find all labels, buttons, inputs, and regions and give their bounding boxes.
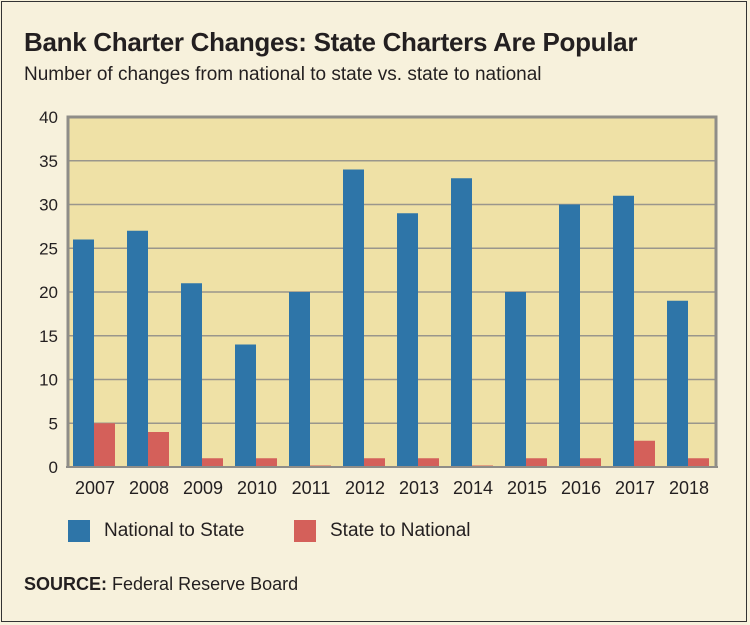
bar-state-to-national-2012 (364, 458, 385, 467)
bar-national-to-state-2011 (289, 292, 310, 467)
legend-swatch-national-to-state (68, 520, 90, 542)
bar-national-to-state-2016 (559, 204, 580, 467)
bar-state-to-national-2009 (202, 458, 223, 467)
legend-swatch-state-to-national (294, 520, 316, 542)
bar-state-to-national-2017 (634, 440, 655, 467)
x-tick-label: 2016 (561, 478, 601, 498)
x-tick-label: 2018 (669, 478, 709, 498)
bar-national-to-state-2018 (667, 300, 688, 467)
x-tick-label: 2008 (129, 478, 169, 498)
y-tick-label: 40 (39, 108, 58, 127)
y-tick-label: 20 (39, 283, 58, 302)
bar-national-to-state-2007 (73, 239, 94, 467)
x-tick-label: 2012 (345, 478, 385, 498)
chart-subtitle: Number of changes from national to state… (24, 64, 542, 85)
legend-label: National to State (104, 520, 245, 541)
x-tick-label: 2009 (183, 478, 223, 498)
x-tick-label: 2017 (615, 478, 655, 498)
plot-border (66, 115, 718, 467)
x-tick-label: 2015 (507, 478, 547, 498)
y-tick-label: 30 (39, 196, 58, 215)
y-tick-label: 15 (39, 327, 58, 346)
source-label: SOURCE: (24, 574, 108, 594)
bar-state-to-national-2013 (418, 458, 439, 467)
bar-national-to-state-2014 (451, 178, 472, 467)
x-tick-label: 2014 (453, 478, 493, 498)
bar-state-to-national-2018 (688, 458, 709, 467)
y-tick-label: 5 (49, 414, 58, 433)
legend-item-national-to-state: National to State (68, 520, 244, 542)
bar-national-to-state-2013 (397, 213, 418, 467)
bar-state-to-national-2007 (94, 423, 115, 467)
legend-label: State to National (330, 520, 471, 541)
legend-item-state-to-national: State to National (294, 520, 470, 542)
bar-national-to-state-2010 (235, 344, 256, 467)
bar-national-to-state-2009 (181, 283, 202, 467)
bar-state-to-national-2016 (580, 458, 601, 467)
bar-national-to-state-2012 (343, 169, 364, 467)
bar-national-to-state-2008 (127, 230, 148, 467)
bar-national-to-state-2017 (613, 195, 634, 467)
bar-state-to-national-2010 (256, 458, 277, 467)
bar-state-to-national-2008 (148, 432, 169, 467)
y-tick-label: 35 (39, 152, 58, 171)
y-tick-label: 0 (49, 458, 58, 477)
x-tick-label: 2013 (399, 478, 439, 498)
source-note: SOURCE: Federal Reserve Board (24, 574, 298, 595)
bar-state-to-national-2015 (526, 458, 547, 467)
bar-national-to-state-2015 (505, 292, 526, 467)
x-tick-label: 2007 (75, 478, 115, 498)
y-tick-label: 25 (39, 239, 58, 258)
x-tick-label: 2011 (292, 478, 331, 498)
y-tick-label: 10 (39, 371, 58, 390)
x-tick-label: 2010 (237, 478, 277, 498)
chart-title: Bank Charter Changes: State Charters Are… (24, 27, 638, 57)
source-text: Federal Reserve Board (112, 574, 299, 594)
